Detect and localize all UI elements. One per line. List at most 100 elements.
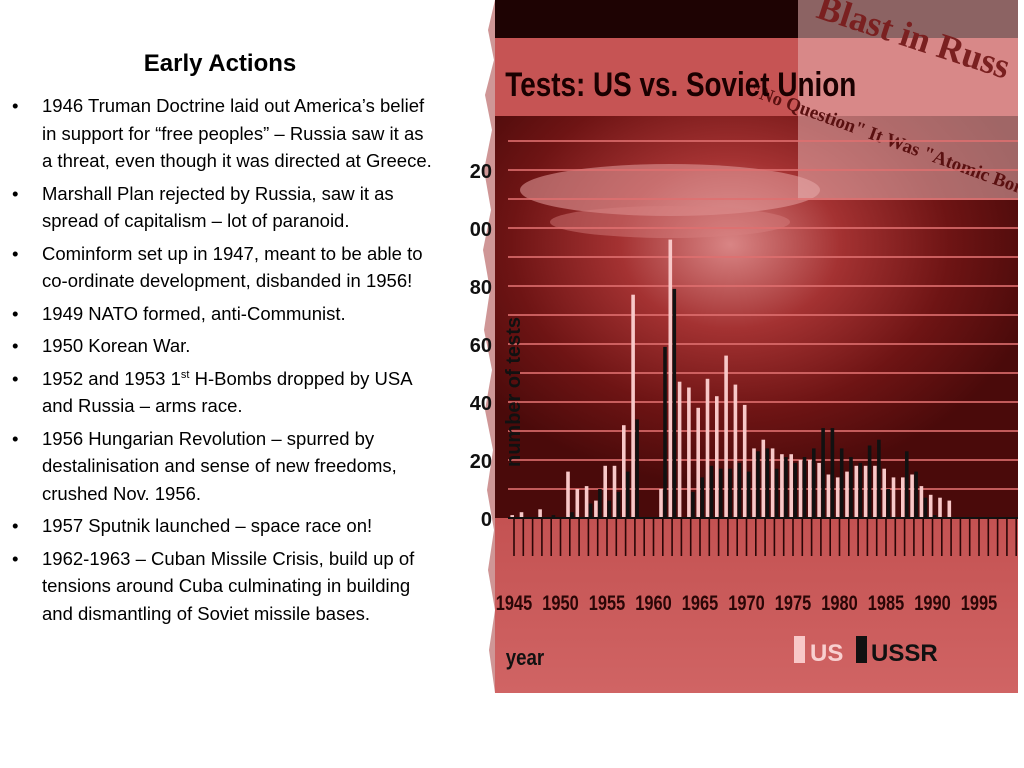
- y-tick-label: 0: [481, 509, 492, 531]
- bar-ussr: [774, 468, 779, 518]
- bar-ussr: [598, 489, 602, 518]
- bullet-text: 1950 Korean War.: [42, 335, 191, 356]
- mushroom-cloud-cap: [520, 164, 820, 216]
- bar-ussr: [691, 491, 695, 518]
- bar-us: [584, 486, 589, 518]
- bar-ussr: [923, 497, 928, 518]
- bullet-list: • 1946 Truman Doctrine laid out America’s…: [12, 92, 437, 632]
- bullet-text: 1956 Hungarian Revolution – spurred by d…: [42, 427, 397, 504]
- bullet-dot: •: [12, 95, 19, 116]
- bullet-item: • 1957 Sputnik launched – space race on!: [12, 512, 437, 540]
- bar-ussr: [709, 465, 714, 518]
- x-tick-label: 1960: [635, 591, 671, 614]
- bullet-dot: •: [12, 367, 19, 389]
- bar-us: [724, 355, 728, 518]
- x-tick-label: 1945: [496, 591, 532, 614]
- x-tick-label: 1970: [728, 591, 764, 614]
- y-tick-label: 120: [470, 161, 492, 183]
- bar-ussr: [802, 457, 807, 518]
- bar-ussr: [737, 462, 742, 518]
- bar-us: [733, 384, 738, 518]
- x-tick-label: 1955: [589, 591, 625, 614]
- bullet-dot: •: [12, 302, 19, 324]
- bullet-dot: •: [12, 547, 19, 569]
- bar-us: [808, 460, 812, 518]
- bar-ussr: [867, 445, 872, 518]
- bar-ussr: [877, 439, 881, 518]
- nuclear-tests-chart: Blast in Russ "No Question" It Was "Atom…: [470, 0, 1018, 693]
- chart-svg: Blast in Russ "No Question" It Was "Atom…: [470, 0, 1018, 693]
- bar-ussr: [551, 515, 556, 518]
- bar-us: [901, 477, 905, 518]
- bar-ussr: [914, 471, 918, 518]
- bar-ussr: [728, 468, 732, 518]
- bar-us: [659, 489, 663, 518]
- bar-us: [817, 462, 821, 518]
- y-tick-label: 60: [470, 335, 492, 357]
- bar-ussr: [886, 489, 890, 518]
- y-tick-label: 80: [470, 277, 492, 299]
- bar-us: [770, 448, 775, 518]
- y-axis-label: number of tests: [503, 317, 525, 467]
- bullet-text: 1946 Truman Doctrine laid out America’s …: [42, 95, 432, 171]
- legend-label-ussr: USSR: [871, 640, 938, 667]
- x-tick-label: 1980: [821, 591, 857, 614]
- bullet-item: • Marshall Plan rejected by Russia, saw i…: [12, 180, 437, 235]
- bar-us: [882, 468, 886, 518]
- bullet-dot: •: [12, 515, 19, 536]
- bullet-item: • 1950 Korean War.: [12, 332, 437, 360]
- bar-ussr: [812, 448, 816, 518]
- bar-us: [863, 465, 868, 518]
- x-tick-label: 1995: [961, 591, 997, 614]
- bar-us: [538, 509, 542, 518]
- bar-ussr: [607, 500, 611, 518]
- bar-us: [622, 425, 626, 518]
- y-tick-label: 20: [470, 451, 492, 473]
- bar-us: [575, 489, 580, 518]
- slide-title: Early Actions: [143, 50, 297, 77]
- bar-ussr: [793, 462, 797, 518]
- bullet-dot: •: [12, 335, 19, 356]
- bar-us: [519, 512, 524, 518]
- bar-us: [835, 477, 840, 518]
- bar-ussr: [635, 419, 639, 518]
- newspaper-clipping: Blast in Russ "No Question" It Was "Atom…: [747, 0, 1018, 210]
- legend-swatch-us: [794, 636, 805, 663]
- x-tick-label: 1950: [542, 591, 578, 614]
- bullet-text: Cominform set up in 1947, meant to be ab…: [42, 242, 423, 292]
- bar-ussr: [784, 457, 788, 518]
- bar-us: [910, 474, 914, 518]
- bullet-text: 1952 and 1953 1st H-Bombs dropped by USA…: [42, 368, 412, 417]
- bar-us: [891, 477, 896, 518]
- bar-ussr: [830, 428, 835, 518]
- legend-swatch-ussr: [856, 636, 867, 663]
- bullet-dot: •: [12, 427, 19, 449]
- ordinal-suffix: st: [180, 368, 190, 381]
- bar-us: [919, 486, 924, 518]
- bar-ussr: [765, 448, 770, 518]
- bar-us: [715, 396, 719, 518]
- bar-ussr: [663, 346, 667, 518]
- bar-series: [510, 239, 952, 518]
- bar-us: [938, 497, 942, 518]
- bar-ussr: [905, 451, 909, 518]
- bar-us: [845, 471, 849, 518]
- legend: US USSR: [794, 636, 938, 667]
- bar-us: [854, 465, 859, 518]
- bar-ussr: [626, 471, 630, 518]
- bar-ussr: [616, 491, 621, 518]
- bar-us: [761, 439, 766, 518]
- bar-us: [798, 460, 803, 518]
- x-tick-label: 1990: [914, 591, 950, 614]
- x-axis-label: year: [506, 647, 545, 671]
- bullet-item: • 1962-1963 – Cuban Missile Crisis, build…: [12, 545, 437, 628]
- bar-us: [677, 381, 682, 518]
- bar-ussr: [821, 428, 825, 518]
- bar-us: [612, 465, 617, 518]
- bullet-item: • 1952 and 1953 1st H-Bombs dropped by US…: [12, 365, 437, 420]
- gridlines: [508, 140, 1018, 490]
- bar-ussr: [839, 448, 844, 518]
- bullet-item: • 1946 Truman Doctrine laid out America’s…: [12, 92, 437, 175]
- bullet-dot: •: [12, 242, 19, 264]
- axes: 0 20 40 60 80 100 120 1945 1950 1955 1960 1965 1970 1…: [470, 161, 1018, 614]
